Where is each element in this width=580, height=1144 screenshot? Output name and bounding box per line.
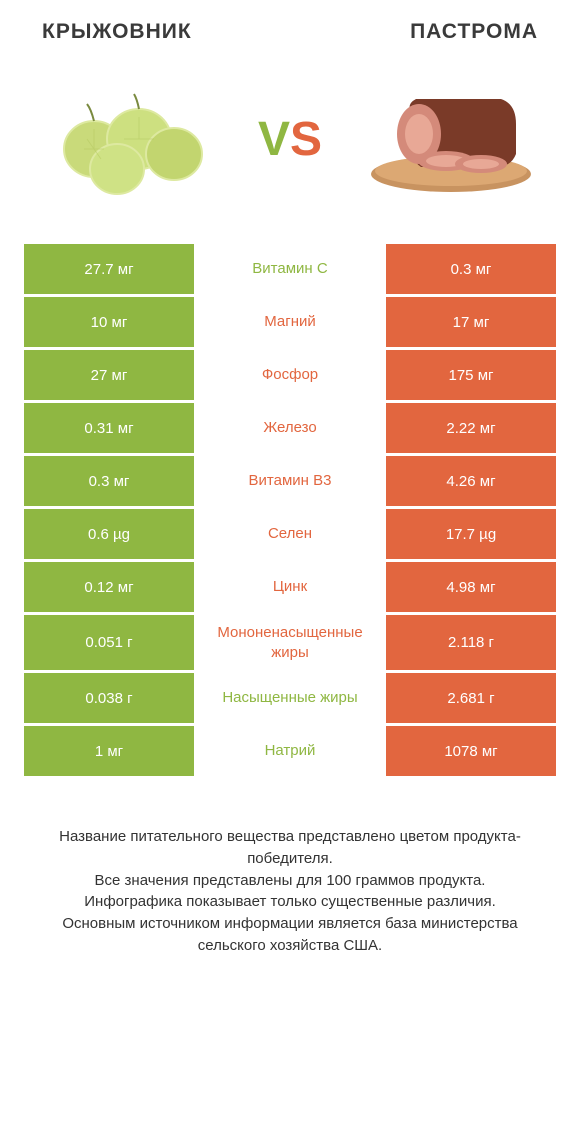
right-value: 0.3 мг (386, 244, 556, 294)
left-value: 0.038 г (24, 673, 194, 723)
nutrient-label: Фосфор (194, 350, 386, 400)
right-value: 4.26 мг (386, 456, 556, 506)
table-row: 0.31 мгЖелезо2.22 мг (24, 403, 556, 453)
footer-line: Название питательного вещества представл… (34, 826, 546, 870)
nutrient-label: Витамин C (194, 244, 386, 294)
footer-line: Основным источником информации является … (34, 913, 546, 957)
right-product-title: ПАСТРОМА (410, 20, 538, 44)
left-value: 1 мг (24, 726, 194, 776)
nutrient-label: Витамин B3 (194, 456, 386, 506)
nutrient-label: Насыщенные жиры (194, 673, 386, 723)
table-row: 0.12 мгЦинк4.98 мг (24, 562, 556, 612)
right-value: 4.98 мг (386, 562, 556, 612)
table-row: 0.038 гНасыщенные жиры2.681 г (24, 673, 556, 723)
left-value: 0.12 мг (24, 562, 194, 612)
table-row: 0.6 µgСелен17.7 µg (24, 509, 556, 559)
nutrient-label: Магний (194, 297, 386, 347)
right-value: 17.7 µg (386, 509, 556, 559)
left-product-image (34, 74, 224, 204)
footer-line: Все значения представлены для 100 граммо… (34, 870, 546, 892)
table-row: 10 мгМагний17 мг (24, 297, 556, 347)
table-row: 27 мгФосфор175 мг (24, 350, 556, 400)
left-value: 10 мг (24, 297, 194, 347)
left-value: 0.051 г (24, 615, 194, 670)
nutrient-label: Железо (194, 403, 386, 453)
right-value: 17 мг (386, 297, 556, 347)
nutrient-label: Мононенасыщенные жиры (194, 615, 386, 670)
right-value: 2.118 г (386, 615, 556, 670)
nutrient-label: Селен (194, 509, 386, 559)
nutrient-label: Натрий (194, 726, 386, 776)
header: КРЫЖОВНИК ПАСТРОМА (24, 20, 556, 44)
table-row: 27.7 мгВитамин C0.3 мг (24, 244, 556, 294)
vs-s: S (290, 113, 322, 166)
right-product-image (356, 74, 546, 204)
right-value: 175 мг (386, 350, 556, 400)
table-row: 1 мгНатрий1078 мг (24, 726, 556, 776)
nutrient-label: Цинк (194, 562, 386, 612)
vs-v: V (258, 113, 290, 166)
left-value: 0.31 мг (24, 403, 194, 453)
images-row: VS (24, 74, 556, 204)
right-value: 2.22 мг (386, 403, 556, 453)
table-row: 0.3 мгВитамин B34.26 мг (24, 456, 556, 506)
right-value: 1078 мг (386, 726, 556, 776)
vs-badge: VS (258, 112, 322, 167)
left-value: 0.3 мг (24, 456, 194, 506)
footer-notes: Название питательного вещества представл… (24, 826, 556, 957)
left-value: 27.7 мг (24, 244, 194, 294)
comparison-table: 27.7 мгВитамин C0.3 мг10 мгМагний17 мг27… (24, 244, 556, 776)
left-value: 27 мг (24, 350, 194, 400)
table-row: 0.051 гМононенасыщенные жиры2.118 г (24, 615, 556, 670)
footer-line: Инфографика показывает только существенн… (34, 891, 546, 913)
left-value: 0.6 µg (24, 509, 194, 559)
right-value: 2.681 г (386, 673, 556, 723)
left-product-title: КРЫЖОВНИК (42, 20, 192, 44)
